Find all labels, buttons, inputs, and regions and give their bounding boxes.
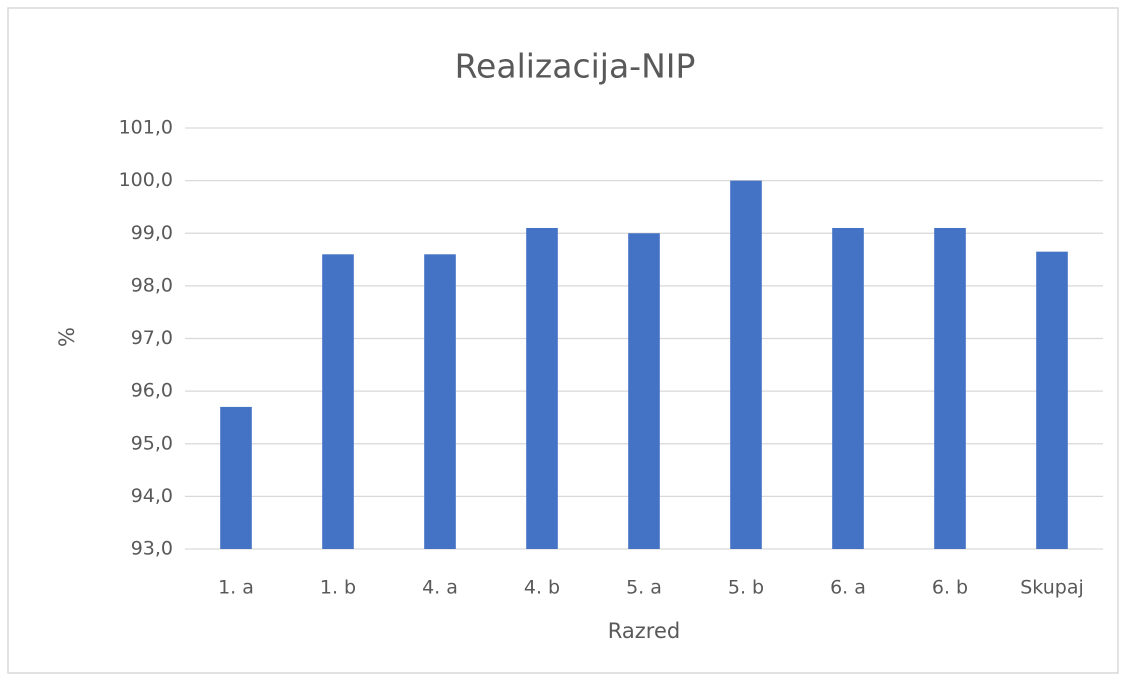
bar	[526, 227, 558, 550]
x-tick-label: 6. b	[932, 577, 968, 599]
x-tick-label: 1. a	[218, 577, 254, 599]
bar	[1036, 251, 1068, 549]
y-tick-label: 98,0	[131, 274, 173, 296]
x-tick-label: 5. a	[626, 577, 662, 599]
y-tick-label: 95,0	[131, 432, 173, 454]
y-tick-label: 97,0	[131, 327, 173, 349]
y-tick-label: 101,0	[119, 117, 173, 139]
bar	[628, 233, 660, 549]
x-tick-label: 1. b	[320, 577, 356, 599]
chart-frame	[7, 7, 1119, 674]
y-axis-label: %	[55, 327, 79, 347]
chart-title: Realizacija-NIP	[455, 47, 696, 86]
x-tick-label: Skupaj	[1020, 577, 1084, 599]
x-tick-label: 4. a	[422, 577, 458, 599]
bar	[220, 406, 252, 549]
bar	[832, 227, 864, 550]
y-tick-label: 93,0	[131, 538, 173, 560]
bar	[730, 180, 762, 549]
bar	[424, 254, 456, 550]
y-tick-label: 94,0	[131, 485, 173, 507]
bar	[322, 254, 354, 550]
x-tick-label: 6. a	[830, 577, 866, 599]
y-tick-label: 96,0	[131, 380, 173, 402]
x-tick-label: 5. b	[728, 577, 764, 599]
bar	[934, 227, 966, 550]
x-tick-label: 4. b	[524, 577, 560, 599]
x-axis-label: Razred	[608, 619, 680, 643]
y-tick-label: 100,0	[119, 169, 173, 191]
y-tick-label: 99,0	[131, 222, 173, 244]
